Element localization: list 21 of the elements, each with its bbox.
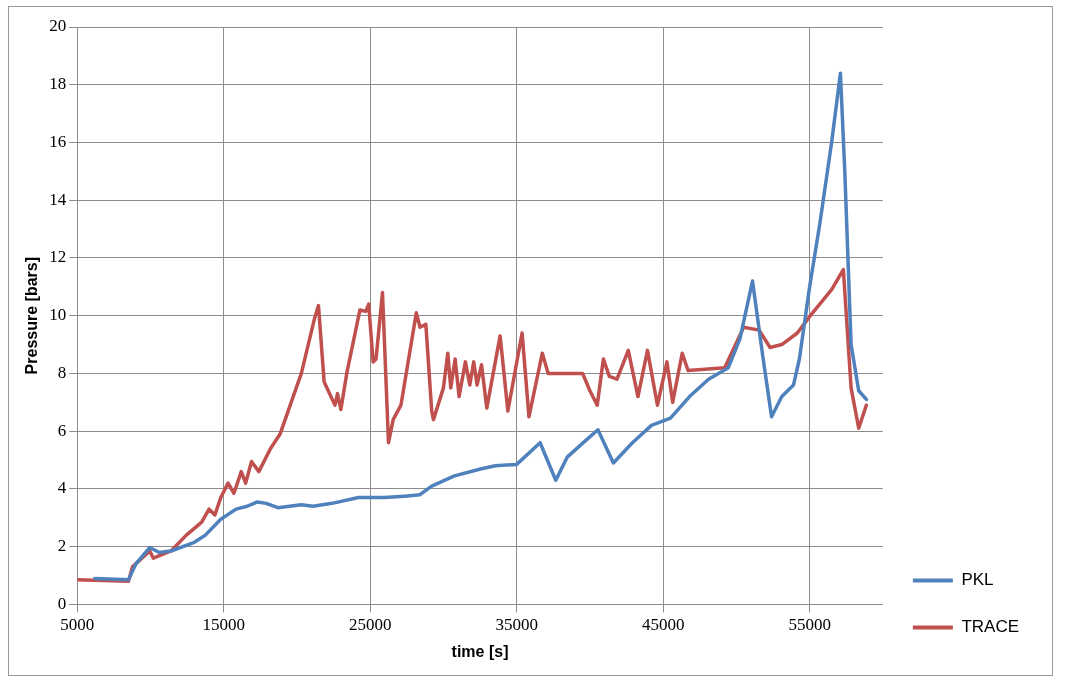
legend-label: TRACE [961,617,1020,637]
x-tick-label: 5000 [60,615,95,635]
y-tick-label: 20 [49,16,67,36]
x-tick-label: 45000 [641,615,685,635]
y-axis-title: Pressure [bars] [23,257,41,375]
y-tick-label: 18 [49,74,67,94]
y-tick-label: 10 [49,305,67,325]
x-axis-title: time [s] [451,642,509,660]
x-tick-label: 55000 [788,615,831,635]
y-tick-label: 12 [49,247,67,267]
x-tick-label: 15000 [202,615,245,635]
x-tick-label: 25000 [348,615,392,635]
legend-label: PKL [961,570,994,590]
y-tick-label: 16 [49,131,67,151]
y-tick-label: 14 [49,189,67,209]
y-tick-label: 0 [57,593,67,613]
y-tick-label: 8 [57,362,67,382]
y-tick-label: 4 [57,478,67,498]
y-tick-label: 6 [57,420,67,440]
y-tick-label: 2 [57,536,67,556]
x-tick-label: 35000 [495,615,538,635]
